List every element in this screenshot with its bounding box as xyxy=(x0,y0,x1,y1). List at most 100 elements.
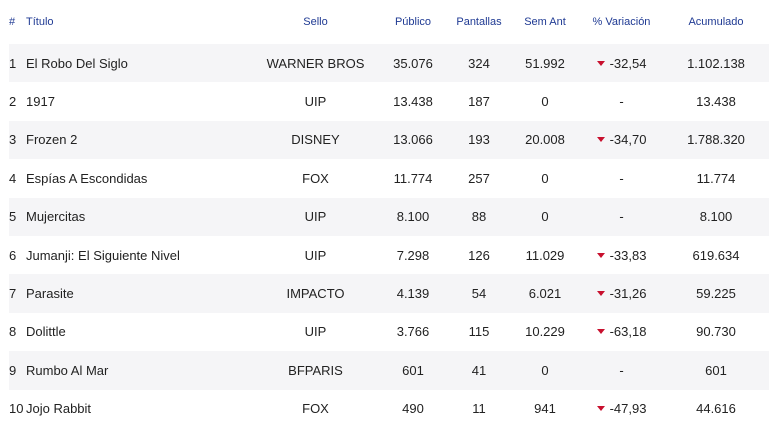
variation-value-text: -31,26 xyxy=(609,286,647,302)
variation-value-text: -63,18 xyxy=(609,324,647,340)
cumulative-value: 44.616 xyxy=(663,390,769,428)
screens-value-text: 187 xyxy=(468,94,490,110)
distributor-label-text: UIP xyxy=(304,324,327,340)
box-office-table: # Título Sello Público Pantallas Sem Ant… xyxy=(9,0,769,428)
movie-title: Frozen 2 xyxy=(26,121,253,159)
audience-value: 8.100 xyxy=(378,198,448,236)
movie-title-text: Rumbo Al Mar xyxy=(26,362,109,378)
audience-value: 3.766 xyxy=(378,313,448,351)
movie-title-text: Parasite xyxy=(26,286,74,302)
prev-week-value: 0 xyxy=(510,159,580,197)
prev-week-value: 6.021 xyxy=(510,274,580,312)
prev-week-value: 10.229 xyxy=(510,313,580,351)
caret-down-icon xyxy=(596,252,605,258)
table-row: 4 Espías A Escondidas FOX 11.774 257 0 - 11.774 xyxy=(9,159,769,197)
distributor-label-text: BFPARIS xyxy=(288,362,343,378)
audience-value-text: 3.766 xyxy=(396,324,430,340)
prev-week-value: 11.029 xyxy=(510,236,580,274)
row-num: 1 xyxy=(9,44,26,82)
header-prev-week[interactable]: Sem Ant xyxy=(524,16,566,28)
distributor-label: FOX xyxy=(253,390,378,428)
prev-week-value: 0 xyxy=(510,351,580,389)
cumulative-value: 59.225 xyxy=(663,274,769,312)
variation-value-text: - xyxy=(619,209,624,225)
variation-value-text: -34,70 xyxy=(609,132,647,148)
table-row: 3 Frozen 2 DISNEY 13.066 193 20.008 -34,70 1.78… xyxy=(9,120,769,160)
screens-value-text: 115 xyxy=(468,324,490,340)
row-num: 4 xyxy=(9,159,26,197)
distributor-label: UIP xyxy=(253,313,378,351)
screens-value-text: 54 xyxy=(471,286,487,302)
distributor-label: IMPACTO xyxy=(253,274,378,312)
audience-value: 11.774 xyxy=(378,159,448,197)
screens-value-text: 193 xyxy=(468,132,490,148)
movie-title: 1917 xyxy=(26,82,253,120)
table-row: 7 Parasite IMPACTO 4.139 54 6.021 -31,26 59.225 xyxy=(9,274,769,313)
variation-value-text: - xyxy=(619,362,624,378)
distributor-label-text: IMPACTO xyxy=(286,286,345,302)
cumulative-value-text: 601 xyxy=(705,362,727,378)
audience-value-text: 13.066 xyxy=(393,132,433,148)
row-num: 7 xyxy=(9,274,26,312)
row-num-text: 8 xyxy=(9,324,17,340)
variation-value: -32,54 xyxy=(580,44,663,82)
movie-title: Rumbo Al Mar xyxy=(26,351,253,389)
movie-title-text: El Robo Del Siglo xyxy=(26,55,128,71)
prev-week-value: 51.992 xyxy=(510,44,580,82)
movie-title: Jumanji: El Siguiente Nivel xyxy=(26,236,253,274)
distributor-label-text: UIP xyxy=(304,209,327,225)
audience-value: 4.139 xyxy=(378,274,448,312)
caret-down-icon xyxy=(596,329,605,335)
cumulative-value: 11.774 xyxy=(663,159,769,197)
row-num: 3 xyxy=(9,121,26,159)
table-row: 2 1917 UIP 13.438 187 0 - 13.438 xyxy=(9,82,769,120)
movie-title-text: Jumanji: El Siguiente Nivel xyxy=(26,247,180,263)
distributor-label-text: FOX xyxy=(302,170,329,186)
movie-title-text: 1917 xyxy=(26,94,55,110)
audience-value-text: 8.100 xyxy=(396,209,430,225)
header-title[interactable]: Título xyxy=(26,16,54,28)
cumulative-value-text: 13.438 xyxy=(696,94,736,110)
prev-week-value-text: 20.008 xyxy=(525,132,565,148)
caret-down-icon xyxy=(596,137,605,143)
screens-value-text: 324 xyxy=(468,55,490,71)
prev-week-value: 0 xyxy=(510,82,580,120)
header-variation[interactable]: % Variación xyxy=(592,16,651,28)
row-num-text: 3 xyxy=(9,132,17,148)
cumulative-value: 601 xyxy=(663,351,769,389)
audience-value-text: 490 xyxy=(402,401,424,417)
variation-value: - xyxy=(580,159,663,197)
row-num: 2 xyxy=(9,82,26,120)
table-row: 5 Mujercitas UIP 8.100 88 0 - 8.100 xyxy=(9,197,769,236)
prev-week-value-text: 10.229 xyxy=(525,324,565,340)
movie-title: Jojo Rabbit xyxy=(26,390,253,428)
row-num-text: 7 xyxy=(9,286,17,302)
prev-week-value-text: 0 xyxy=(541,94,549,110)
row-num: 6 xyxy=(9,236,26,274)
header-cumulative[interactable]: Acumulado xyxy=(688,16,744,28)
cumulative-value: 90.730 xyxy=(663,313,769,351)
audience-value: 35.076 xyxy=(378,44,448,82)
row-num-text: 2 xyxy=(9,94,17,110)
cumulative-value-text: 619.634 xyxy=(692,247,740,263)
movie-title-text: Jojo Rabbit xyxy=(26,401,92,417)
audience-value: 601 xyxy=(378,351,448,389)
screens-value: 11 xyxy=(448,390,510,428)
header-audience[interactable]: Público xyxy=(394,16,432,28)
distributor-label: UIP xyxy=(253,82,378,120)
header-screens[interactable]: Pantallas xyxy=(456,16,502,28)
screens-value-text: 88 xyxy=(471,209,487,225)
header-label[interactable]: Sello xyxy=(303,16,328,28)
distributor-label-text: UIP xyxy=(304,247,327,263)
table-row: 6 Jumanji: El Siguiente Nivel UIP 7.298 126 1… xyxy=(9,236,769,274)
audience-value-text: 35.076 xyxy=(393,55,433,71)
prev-week-value-text: 11.029 xyxy=(525,247,565,263)
screens-value: 54 xyxy=(448,274,510,312)
header-num[interactable]: # xyxy=(9,16,16,28)
screens-value: 126 xyxy=(448,236,510,274)
table-row: 8 Dolittle UIP 3.766 115 10.229 -63,18 90.730 xyxy=(9,313,769,351)
cumulative-value-text: 1.788.320 xyxy=(687,132,745,148)
variation-value: - xyxy=(580,198,663,236)
variation-value: - xyxy=(580,82,663,120)
row-num-text: 9 xyxy=(9,362,17,378)
